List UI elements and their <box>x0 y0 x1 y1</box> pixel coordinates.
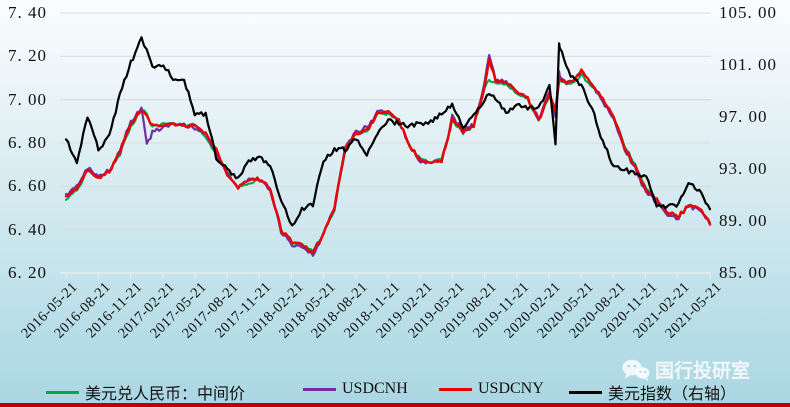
left-axis-tick-label: 6. 40 <box>8 219 47 239</box>
legend-item-midprice: 美元兑人民币：中间价 <box>46 380 245 404</box>
right-axis-tick-label: 93. 00 <box>719 159 768 178</box>
left-axis-tick-label: 7. 20 <box>8 46 47 66</box>
legend-label: USDCNH <box>342 380 408 397</box>
wechat-icon <box>621 358 650 382</box>
legend-label: 美元兑人民币：中间价 <box>85 386 246 403</box>
legend-label: USDCNY <box>478 380 544 397</box>
left-axis-tick-label: 6. 60 <box>8 176 47 196</box>
right-axis-tick-label: 101. 00 <box>719 55 777 74</box>
series-line-dxy <box>64 36 712 227</box>
right-axis-tick-label: 89. 00 <box>719 211 768 230</box>
legend-line-sample-green <box>46 390 79 394</box>
legend-item-dxy: 美元指数（右轴） <box>569 380 736 404</box>
right-axis-tick-label: 85. 00 <box>719 263 768 282</box>
bottom-red-bar <box>0 403 790 407</box>
right-axis-tick-label: 97. 00 <box>719 107 768 126</box>
legend-line-sample-purple <box>303 387 336 391</box>
legend-line-sample-black <box>569 390 602 394</box>
series-line-midprice <box>65 72 711 252</box>
watermark-label: 国行投研室 <box>655 361 751 382</box>
chart-legend: 美元兑人民币：中间价 USDCNH USDCNY 美元指数（右轴） <box>0 380 790 403</box>
series-line-usdcny <box>64 57 712 254</box>
right-axis-tick-label: 105. 00 <box>719 3 777 22</box>
watermark: 国行投研室 <box>621 356 750 383</box>
legend-item-usdcnh: USDCNH <box>303 380 408 398</box>
legend-line-sample-red <box>439 387 472 391</box>
legend-item-usdcny: USDCNY <box>439 380 544 398</box>
left-axis-tick-label: 7. 00 <box>8 89 47 109</box>
left-axis-tick-label: 6. 20 <box>8 263 47 282</box>
legend-label: 美元指数（右轴） <box>608 386 737 403</box>
left-axis-tick-label: 6. 80 <box>8 133 47 152</box>
left-axis-tick-label: 7. 40 <box>8 3 47 22</box>
series-line-usdcnh <box>64 53 712 257</box>
